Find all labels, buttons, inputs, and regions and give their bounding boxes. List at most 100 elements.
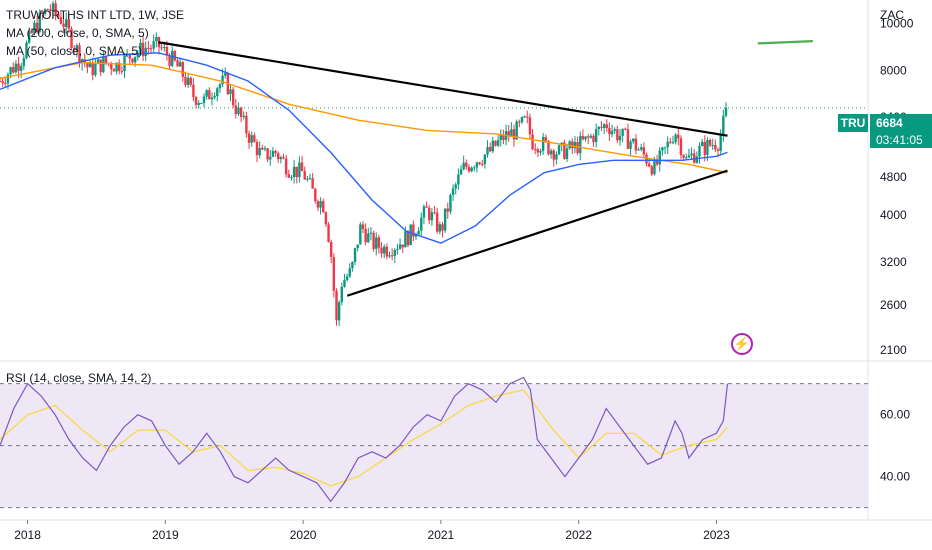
candle-body xyxy=(131,58,134,63)
ma200-legend[interactable]: MA (200, close, 0, SMA, 5) xyxy=(6,26,149,40)
candle-body xyxy=(549,150,553,155)
candle-body xyxy=(33,22,36,33)
candle-body xyxy=(351,261,354,269)
candle-body xyxy=(155,37,158,42)
candle-body xyxy=(279,157,283,160)
candle-body xyxy=(581,136,585,140)
time-tick-label: 2022 xyxy=(565,528,592,542)
bar-countdown: 03:41:05 xyxy=(870,132,932,148)
candle-body xyxy=(494,140,497,146)
candle-body xyxy=(104,56,108,64)
candle-body xyxy=(258,148,261,156)
candle-body xyxy=(208,90,211,100)
candle-body xyxy=(176,60,179,67)
candle-body xyxy=(608,128,611,135)
candle-body xyxy=(404,231,407,248)
candle-body xyxy=(12,67,15,73)
candle-body xyxy=(46,9,49,11)
candle-body xyxy=(356,244,359,249)
candle-body xyxy=(224,73,227,76)
candle-body xyxy=(632,138,635,142)
candle-body xyxy=(300,162,304,172)
last-price-tag: 6684 xyxy=(870,114,932,132)
candle-body xyxy=(602,124,606,128)
ma50-legend[interactable]: MA (50, close, 0, SMA, 5) xyxy=(6,44,143,58)
candle-body xyxy=(369,232,373,234)
candle-body xyxy=(163,47,166,49)
candle-body xyxy=(91,62,94,76)
candle-body xyxy=(703,141,706,156)
candle-body xyxy=(465,162,468,167)
candle-body xyxy=(502,134,505,140)
symbol-title[interactable]: TRUWORTHS INT LTD, 1W, JSE xyxy=(6,8,185,22)
lightning-bolt-icon[interactable]: ⚡ xyxy=(731,333,753,355)
candle-body xyxy=(99,59,102,73)
candle-body xyxy=(441,224,444,231)
candle-body xyxy=(70,28,73,48)
candle-body xyxy=(398,244,402,249)
candle-body xyxy=(51,3,55,12)
candle-body xyxy=(277,153,280,160)
candle-body xyxy=(178,62,182,67)
candle-body xyxy=(261,148,264,150)
ma200-line xyxy=(0,61,728,174)
candle-body xyxy=(449,194,452,212)
price-tick-label: 2100 xyxy=(880,343,907,357)
candle-body xyxy=(669,141,672,143)
rsi-line xyxy=(0,376,729,503)
candle-body xyxy=(642,147,646,155)
candle-body xyxy=(412,224,415,237)
candle-body xyxy=(263,148,267,150)
candle-body xyxy=(692,153,696,163)
candle-body xyxy=(414,234,418,237)
candle-body xyxy=(422,206,426,218)
candle-body xyxy=(716,149,720,151)
candle-body xyxy=(653,160,656,175)
candle-body xyxy=(624,128,627,130)
candle-body xyxy=(663,147,667,149)
candle-body xyxy=(303,171,306,180)
candle-body xyxy=(57,14,60,18)
candle-body xyxy=(639,147,643,150)
candle-body xyxy=(390,255,394,257)
candle-body xyxy=(269,156,272,160)
candle-body xyxy=(112,69,116,72)
candle-body xyxy=(160,47,163,49)
candle-body xyxy=(229,89,232,95)
candle-body xyxy=(367,233,370,243)
candle-body xyxy=(316,201,320,208)
candle-body xyxy=(43,9,47,15)
candle-body xyxy=(120,71,124,73)
candle-body xyxy=(557,145,561,155)
candle-body xyxy=(547,140,550,155)
candle-body xyxy=(290,177,293,179)
candle-body xyxy=(35,22,39,32)
candle-body xyxy=(189,77,192,85)
candle-body xyxy=(115,62,118,72)
candle-body xyxy=(584,136,587,140)
candle-body xyxy=(650,166,653,175)
candle-body xyxy=(499,134,502,141)
time-tick-label: 2023 xyxy=(703,528,730,542)
candle-body xyxy=(192,84,195,98)
candle-body xyxy=(144,47,147,57)
candle-body xyxy=(319,201,322,208)
candle-body xyxy=(41,12,44,15)
candle-body xyxy=(147,47,150,49)
candle-body xyxy=(478,162,481,165)
candle-body xyxy=(152,41,155,49)
candle-body xyxy=(685,157,688,159)
candle-body xyxy=(475,162,479,168)
candle-body xyxy=(658,150,661,165)
time-tick-label: 2019 xyxy=(152,528,179,542)
rsi-tick-label: 60.00 xyxy=(880,408,910,422)
candle-body xyxy=(30,30,33,33)
candle-body xyxy=(666,141,669,148)
candle-body xyxy=(425,206,428,208)
candle-body xyxy=(22,58,26,67)
candle-body xyxy=(700,141,704,146)
candle-body xyxy=(237,107,240,114)
rsi-legend[interactable]: RSI (14, close, SMA, 14, 2) xyxy=(6,371,152,385)
candle-body xyxy=(343,280,346,287)
